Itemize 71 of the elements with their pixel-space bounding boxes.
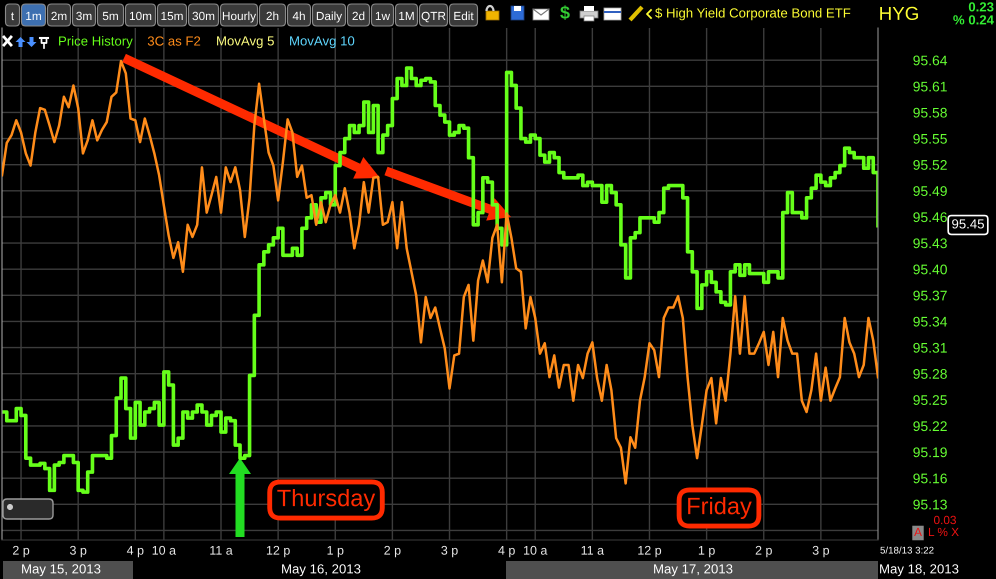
text: A (914, 528, 922, 536)
text: May 18, 2013 (880, 564, 958, 576)
y-tick-label: 95.25 (913, 395, 947, 405)
y-tick-label: 95.46 (913, 212, 947, 222)
text: 1M (399, 12, 414, 20)
text: 3m (76, 12, 92, 20)
x-tick-label: 11 a (582, 546, 604, 555)
text: 1m (26, 12, 41, 20)
y-tick-label: 95.28 (913, 369, 947, 379)
text: 5m (102, 12, 118, 20)
y-tick-label: 95.13 (913, 500, 947, 510)
chart-title: $ High Yield Corporate Bond ETF (655, 8, 850, 20)
x-tick-label: 10 a (524, 546, 548, 555)
annotation: Thursday (277, 488, 376, 512)
text: Hourly (222, 12, 256, 22)
text: QTR (422, 12, 446, 22)
text: 0.23 (968, 2, 994, 12)
text: 15m (161, 12, 183, 20)
y-tick-label: 95.22 (913, 421, 947, 432)
text: May 16, 2013 (282, 564, 360, 576)
text: Daily (316, 12, 342, 22)
annotation: MovAvg 10 (290, 36, 354, 48)
text: Edit (454, 12, 474, 20)
text: May 17, 2013 (654, 564, 732, 576)
y-tick-label: 95.40 (913, 264, 947, 274)
y-tick-label: 95.55 (913, 134, 947, 144)
x-tick-label: 3 p (812, 546, 830, 558)
text: $ (560, 5, 570, 20)
x-tick-label: 2 p (12, 546, 30, 558)
x-tick-label: 2 p (756, 546, 772, 558)
text: Price History (59, 36, 133, 48)
y-tick-label: 95.31 (913, 342, 947, 353)
x-tick-label: 10 a (152, 546, 176, 555)
x-tick-label: 4 p (498, 546, 515, 558)
x-tick-label: 3 p (70, 546, 86, 558)
text: 5/18/13 3:22 (880, 546, 934, 554)
text: 3C as F2 (148, 36, 200, 46)
text: May 15, 2013 (22, 564, 100, 576)
y-tick-label: 95.49 (913, 186, 947, 196)
text: 2m (51, 12, 66, 20)
y-tick-label: 95.37 (913, 290, 947, 300)
text: t (11, 12, 14, 20)
y-tick-label: 95.52 (913, 160, 947, 170)
x-tick-label: 11 a (210, 546, 233, 555)
x-tick-label: 12 p (638, 546, 662, 558)
text: 1w (376, 12, 390, 20)
y-tick-label: 95.58 (913, 108, 947, 118)
text: 2d (352, 12, 364, 20)
x-tick-label: 2 p (384, 546, 401, 558)
chart-subtitle: HYG (880, 6, 918, 20)
text: 4h (292, 12, 305, 20)
annotation: MovAvg 5 (217, 36, 274, 48)
text: 30m (192, 12, 214, 20)
x-tick-label: 1 p (698, 546, 715, 558)
text: 0.03 (934, 516, 956, 524)
text: % 0.24 (953, 15, 994, 25)
x-tick-label: 1 p (328, 546, 344, 558)
y-tick-label: 95.64 (913, 56, 948, 66)
text: L % X (928, 528, 959, 536)
y-tick-label: 95.19 (913, 447, 947, 458)
x-tick-label: 4 p (126, 546, 144, 558)
x-tick-label: 3 p (441, 546, 458, 558)
y-tick-label: 95.34 (913, 316, 948, 327)
text: 10m (130, 12, 152, 20)
y-tick-label: 95.61 (913, 82, 947, 92)
text: 2h (266, 12, 278, 20)
text: 95.45 (952, 219, 984, 229)
y-tick-label: 95.16 (913, 474, 947, 484)
y-tick-label: 95.43 (913, 238, 947, 248)
annotation: Friday (688, 496, 752, 520)
x-tick-label: 12 p (266, 546, 290, 558)
